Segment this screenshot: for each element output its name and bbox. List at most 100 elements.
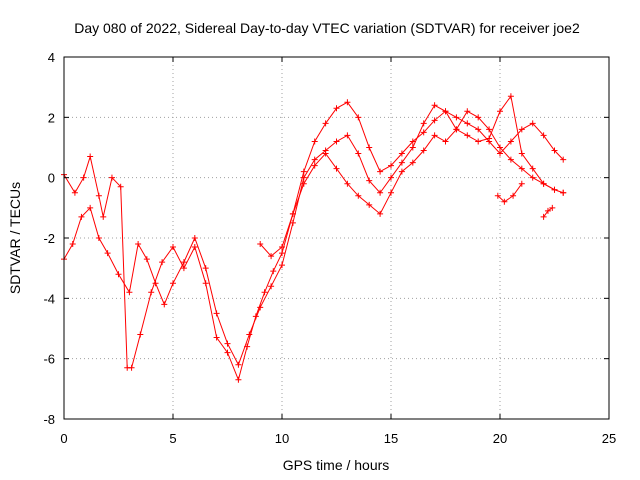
x-tick-label: 15: [384, 431, 398, 446]
data-point: [540, 180, 547, 187]
data-point: [355, 150, 362, 157]
data-point: [170, 244, 176, 251]
data-point: [551, 186, 558, 193]
data-point: [135, 241, 142, 248]
data-point: [540, 213, 547, 220]
data-point: [529, 120, 536, 127]
data-point: [300, 180, 307, 187]
data-point: [560, 156, 567, 163]
data-point: [143, 256, 150, 263]
data-point: [108, 174, 115, 181]
data-point: [148, 289, 155, 296]
data-point: [268, 253, 275, 260]
data-point: [540, 132, 547, 139]
data-point: [420, 129, 427, 136]
data-point: [409, 138, 416, 145]
data-point: [202, 280, 209, 287]
data-point: [549, 204, 556, 211]
data-point: [518, 150, 525, 157]
y-tick-labels: -8 -6 -4 -2 0 2 4: [43, 50, 55, 427]
y-tick-label: 0: [48, 171, 55, 186]
series-trace-b: [61, 93, 567, 368]
data-point: [344, 180, 351, 187]
data-point: [257, 304, 264, 311]
data-point: [126, 289, 133, 296]
data-point: [475, 138, 482, 145]
data-point: [311, 138, 318, 145]
data-point: [137, 331, 144, 338]
data-point: [311, 156, 318, 163]
data-point: [442, 138, 449, 145]
data-point: [279, 244, 285, 251]
data-point: [518, 180, 525, 187]
y-tick-label: -8: [43, 412, 55, 427]
data-point: [497, 144, 503, 151]
data-point: [560, 189, 567, 196]
series-trace-a: [61, 99, 567, 383]
data-point: [420, 120, 427, 127]
data-point: [486, 135, 493, 142]
data-point: [366, 177, 373, 184]
data-point: [388, 174, 394, 181]
data-point: [71, 189, 78, 196]
axis-ticks: [63, 56, 610, 420]
data-point: [224, 340, 231, 347]
data-point: [507, 93, 514, 100]
data-point: [322, 150, 329, 157]
data-point: [100, 213, 107, 220]
x-tick-label: 20: [493, 431, 507, 446]
data-point: [355, 114, 362, 121]
data-point: [507, 156, 514, 163]
x-axis-label: GPS time / hours: [283, 457, 390, 473]
data-point: [453, 114, 460, 121]
data-point: [235, 376, 242, 383]
y-tick-label: -4: [43, 291, 55, 306]
data-point: [409, 159, 416, 166]
series-line: [63, 101, 564, 382]
data-point: [159, 259, 166, 266]
data-point: [510, 192, 517, 199]
data-point: [261, 289, 268, 296]
data-point: [366, 144, 373, 151]
data-point: [529, 165, 536, 172]
data-point: [78, 213, 85, 220]
data-point: [497, 150, 503, 157]
series-trace-e: [540, 204, 556, 220]
data-point: [235, 361, 242, 368]
x-tick-label: 25: [602, 431, 616, 446]
data-point: [398, 150, 405, 157]
data-point: [388, 189, 394, 196]
data-point: [464, 120, 471, 127]
data-point: [80, 174, 87, 181]
data-point: [161, 301, 168, 308]
data-point: [453, 126, 460, 133]
data-point: [398, 159, 405, 166]
data-point: [104, 250, 111, 257]
data-point: [191, 244, 198, 251]
data-point: [507, 138, 514, 145]
y-tick-label: -2: [43, 231, 55, 246]
y-tick-label: -6: [43, 352, 55, 367]
data-point: [431, 132, 438, 139]
data-point: [518, 165, 525, 172]
data-point: [202, 265, 209, 272]
data-point: [431, 102, 438, 109]
data-point: [213, 310, 220, 317]
x-tick-label: 0: [60, 431, 67, 446]
data-point: [279, 250, 285, 257]
data-point: [322, 120, 329, 127]
data-point: [388, 162, 394, 169]
data-point: [355, 192, 362, 199]
data-point: [366, 201, 373, 208]
x-tick-label: 5: [169, 431, 176, 446]
data-point: [170, 280, 176, 287]
data-point: [420, 147, 427, 154]
data-point: [180, 265, 187, 272]
data-point: [300, 168, 307, 175]
x-tick-labels: 0 5 10 15 20 25: [60, 431, 616, 446]
data-point: [289, 210, 296, 217]
series-trace-c: [257, 108, 567, 260]
data-point: [115, 271, 122, 278]
data-point: [344, 99, 351, 106]
